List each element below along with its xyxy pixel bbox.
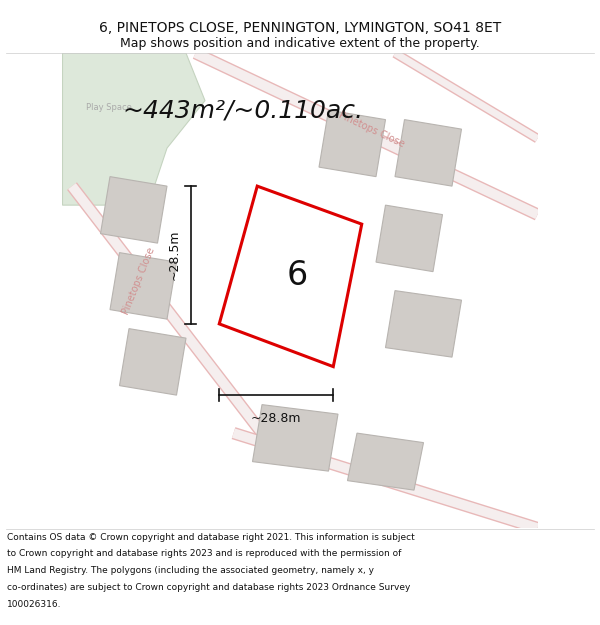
Polygon shape — [110, 253, 176, 319]
Polygon shape — [219, 186, 362, 367]
Text: ~443m²/~0.110ac.: ~443m²/~0.110ac. — [122, 98, 364, 122]
Text: 6, PINETOPS CLOSE, PENNINGTON, LYMINGTON, SO41 8ET: 6, PINETOPS CLOSE, PENNINGTON, LYMINGTON… — [99, 21, 501, 35]
Text: HM Land Registry. The polygons (including the associated geometry, namely x, y: HM Land Registry. The polygons (includin… — [7, 566, 374, 575]
Text: Pinetops Close: Pinetops Close — [337, 109, 406, 149]
Text: ~28.8m: ~28.8m — [251, 412, 302, 426]
Text: co-ordinates) are subject to Crown copyright and database rights 2023 Ordnance S: co-ordinates) are subject to Crown copyr… — [7, 583, 410, 592]
Text: 100026316.: 100026316. — [7, 600, 62, 609]
Polygon shape — [62, 53, 205, 205]
Text: Map shows position and indicative extent of the property.: Map shows position and indicative extent… — [120, 38, 480, 50]
Text: ~28.5m: ~28.5m — [167, 230, 181, 280]
Text: Pinetops Close: Pinetops Close — [121, 246, 157, 316]
Polygon shape — [119, 329, 186, 395]
Polygon shape — [395, 119, 461, 186]
Text: Play Space: Play Space — [86, 103, 132, 112]
Polygon shape — [253, 404, 338, 471]
Text: 6: 6 — [287, 259, 308, 292]
Polygon shape — [376, 205, 443, 272]
Polygon shape — [100, 177, 167, 243]
Text: to Crown copyright and database rights 2023 and is reproduced with the permissio: to Crown copyright and database rights 2… — [7, 549, 401, 558]
Polygon shape — [347, 433, 424, 490]
Text: Contains OS data © Crown copyright and database right 2021. This information is : Contains OS data © Crown copyright and d… — [7, 532, 415, 541]
Polygon shape — [386, 291, 461, 357]
Polygon shape — [319, 110, 386, 177]
